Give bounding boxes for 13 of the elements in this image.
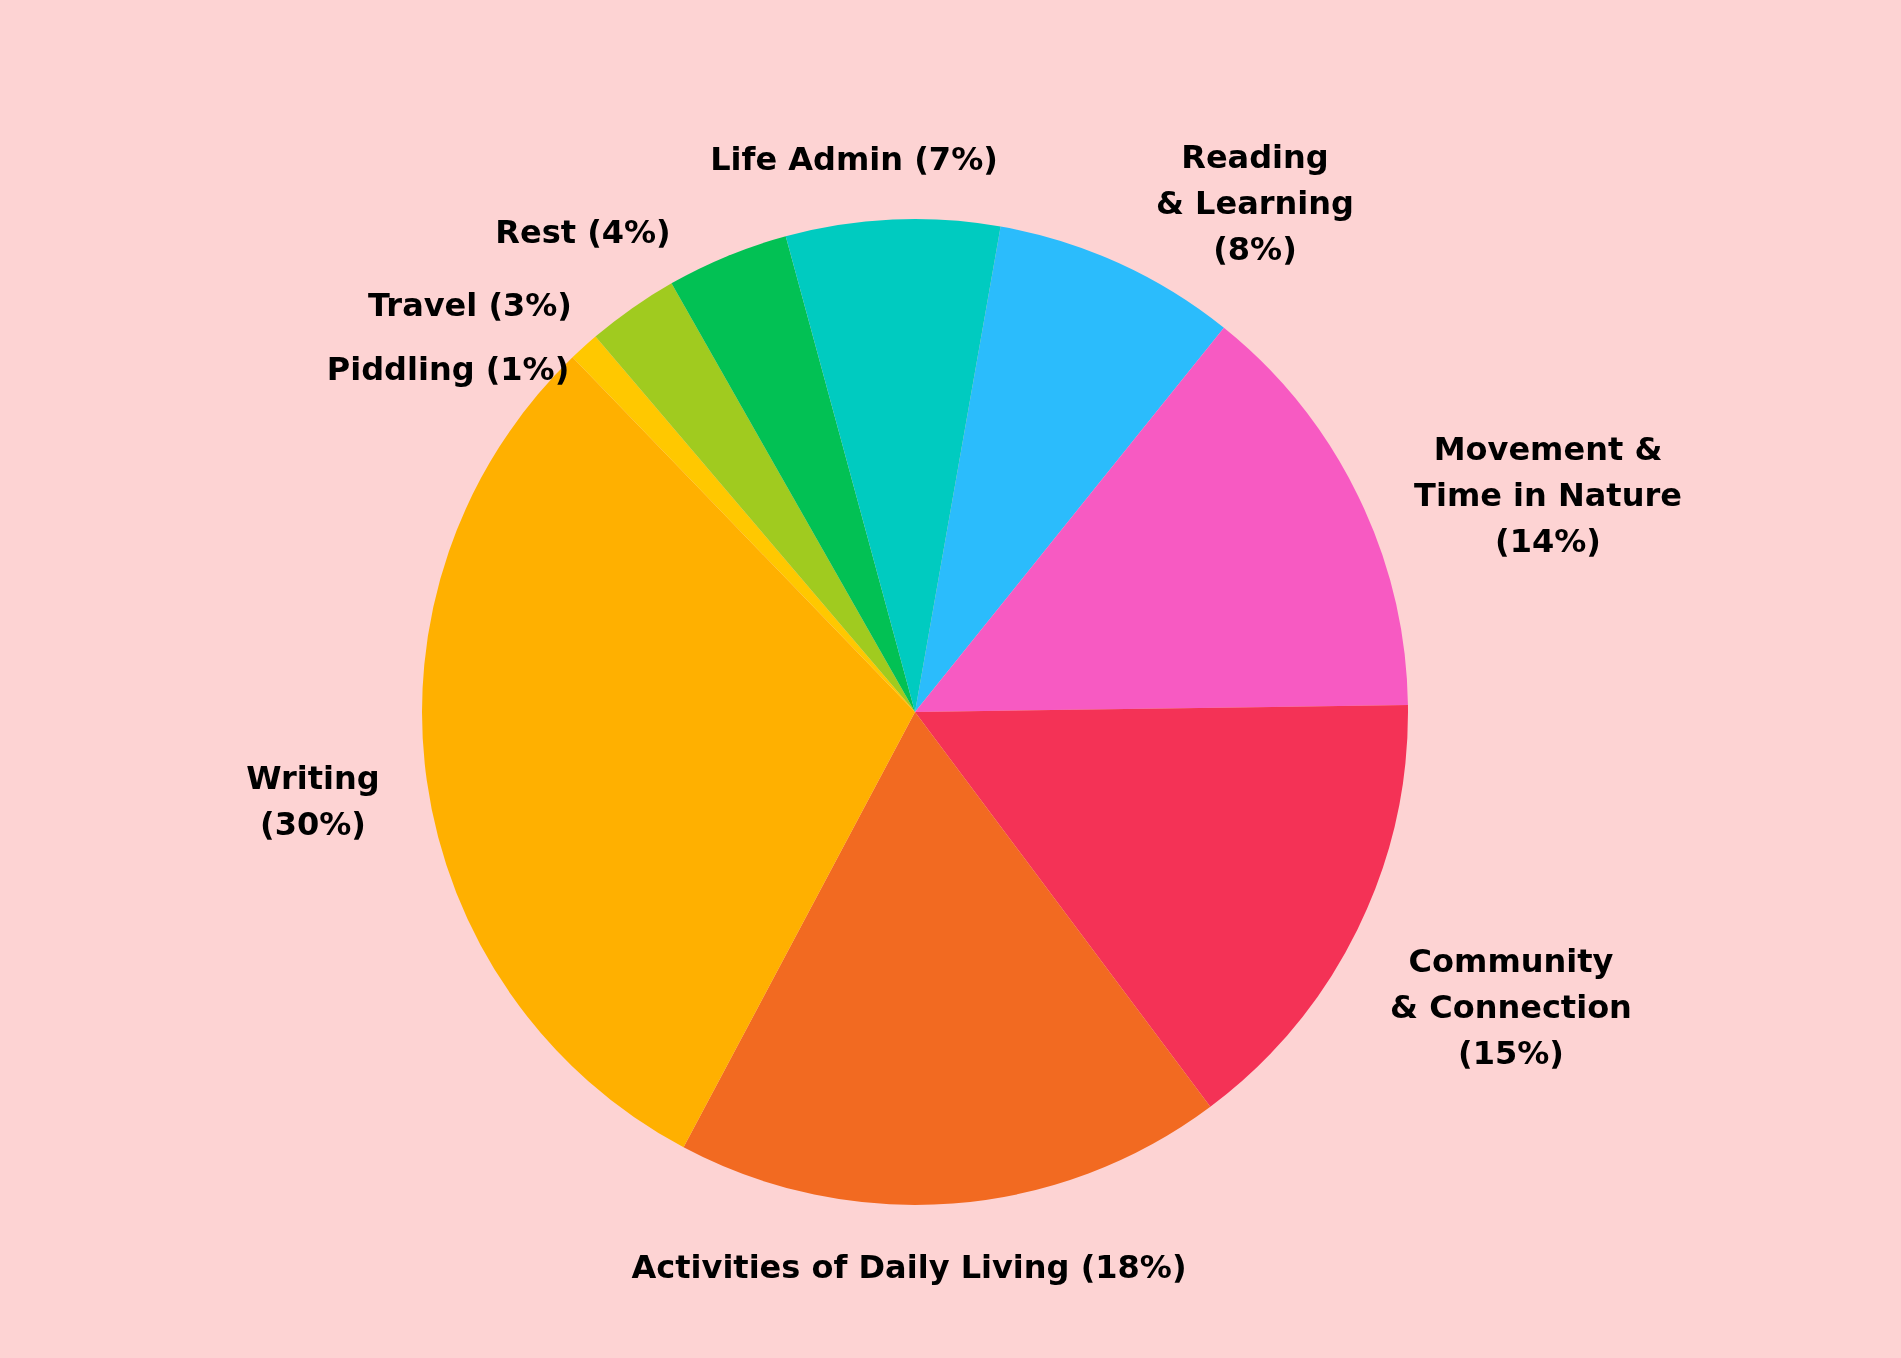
slice-label: Piddling (1%)	[326, 350, 570, 389]
slice-label: Writing	[246, 759, 380, 798]
slice-label: Community & Connection	[1390, 942, 1632, 1027]
data-label: (8%)	[1213, 230, 1297, 269]
slice-label: Rest (4%)	[495, 213, 671, 252]
slice-label: Movement & Time in Nature	[1414, 430, 1682, 515]
slice-label: Life Admin (7%)	[710, 140, 998, 179]
slice-label: Reading & Learning	[1156, 138, 1354, 223]
data-label: (15%)	[1458, 1034, 1564, 1073]
slice-label: Activities of Daily Living (18%)	[631, 1248, 1187, 1287]
data-label: (30%)	[260, 805, 366, 844]
data-label: (14%)	[1495, 522, 1601, 561]
slice-label: Travel (3%)	[368, 286, 572, 325]
